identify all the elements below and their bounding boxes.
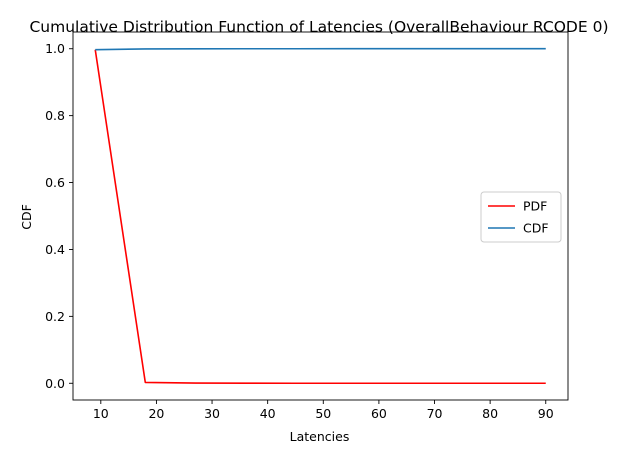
plot-frame bbox=[72, 31, 569, 401]
y-tick-label: 0.8 bbox=[45, 108, 65, 123]
x-axis: 10 20 30 40 50 60 70 80 90 bbox=[93, 400, 554, 421]
series-line-pdf bbox=[94, 49, 546, 385]
x-tick-label: 10 bbox=[93, 406, 109, 421]
y-axis-label: CDF bbox=[19, 204, 34, 230]
x-tick-label: 90 bbox=[538, 406, 554, 421]
legend-box bbox=[480, 191, 562, 243]
x-tick-label: 60 bbox=[371, 406, 387, 421]
x-tick-label: 30 bbox=[204, 406, 220, 421]
x-axis-label: Latencies bbox=[290, 429, 350, 444]
legend-label-cdf: CDF bbox=[523, 221, 549, 236]
y-axis: 0.0 0.2 0.4 0.6 0.8 1.0 bbox=[45, 41, 73, 391]
y-tick-label: 0.6 bbox=[45, 175, 65, 190]
y-tick-label: 0.4 bbox=[45, 242, 65, 257]
chart-title: Cumulative Distribution Function of Late… bbox=[29, 18, 608, 36]
x-tick-label: 20 bbox=[148, 406, 164, 421]
x-tick-label: 80 bbox=[482, 406, 498, 421]
x-tick-label: 70 bbox=[427, 406, 443, 421]
series-line-cdf bbox=[95, 47, 546, 51]
y-tick-label: 1.0 bbox=[45, 41, 65, 56]
x-tick-label: 50 bbox=[315, 406, 331, 421]
y-tick-label: 0.2 bbox=[45, 309, 65, 324]
legend: PDF CDF bbox=[480, 191, 562, 243]
y-tick-label: 0.0 bbox=[45, 376, 65, 391]
plot-area bbox=[72, 31, 569, 401]
x-tick-label: 40 bbox=[260, 406, 276, 421]
series-lines bbox=[94, 47, 546, 385]
legend-label-pdf: PDF bbox=[523, 199, 547, 214]
